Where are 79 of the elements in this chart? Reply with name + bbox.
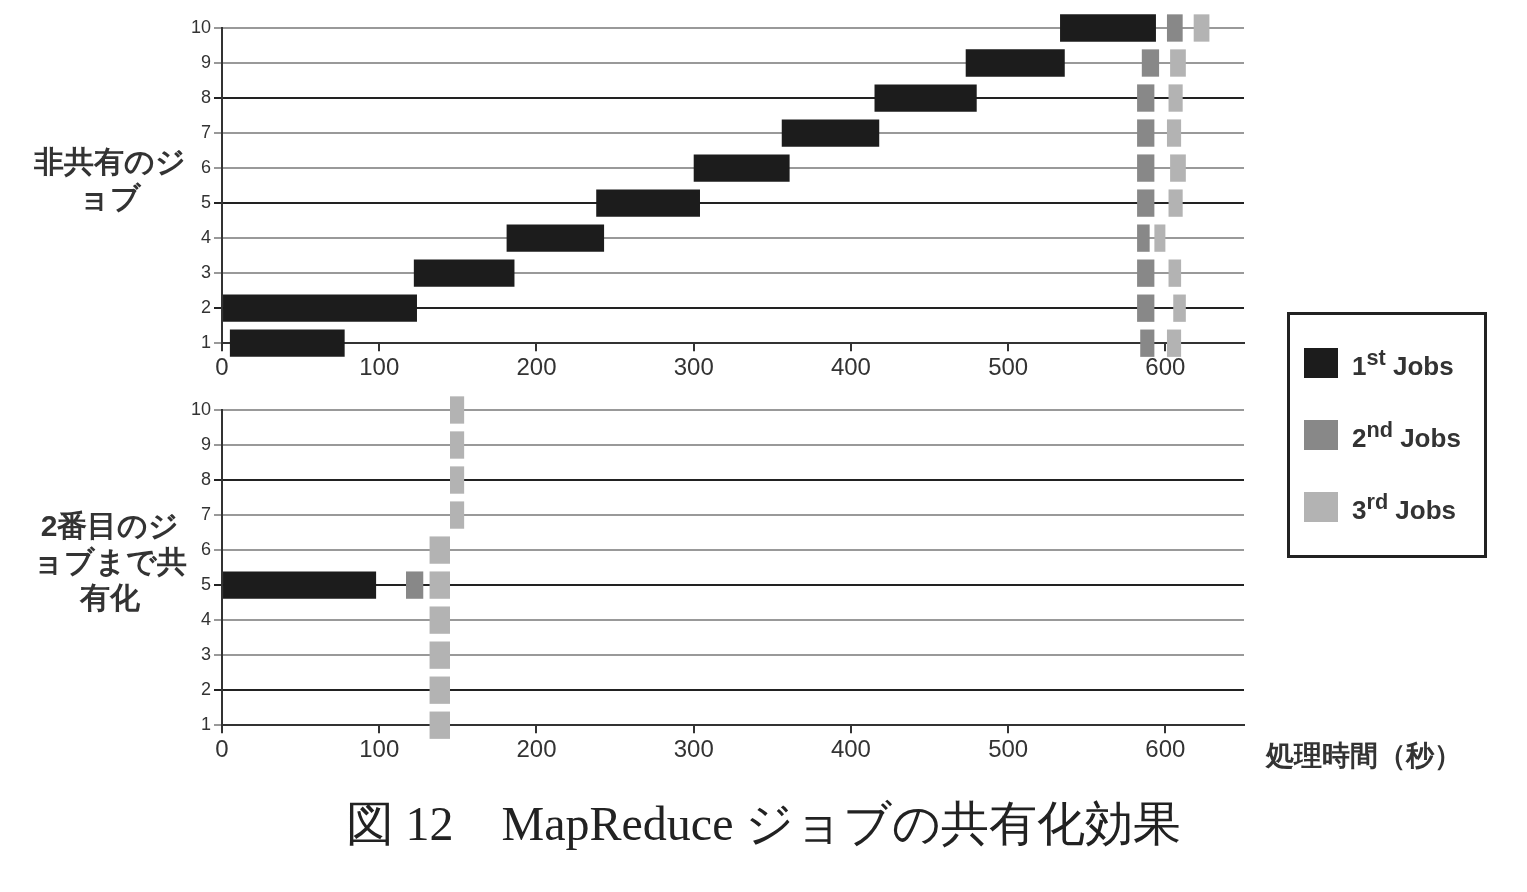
bar — [450, 501, 465, 529]
y-tick-label: 5 — [201, 574, 212, 595]
bar — [1168, 84, 1183, 112]
bar — [229, 329, 345, 357]
bar — [1060, 14, 1156, 42]
bar — [1154, 224, 1166, 252]
y-tick-label: 5 — [201, 192, 212, 213]
bar — [1141, 49, 1160, 77]
y-tick-label: 7 — [201, 504, 212, 525]
x-tick-label: 200 — [516, 735, 557, 763]
bar — [450, 396, 465, 424]
bar — [965, 49, 1065, 77]
y-tick-label: 9 — [201, 433, 212, 454]
bar — [429, 676, 450, 704]
bar — [1193, 14, 1210, 42]
bar — [1137, 224, 1150, 252]
y-tick-label: 1 — [201, 332, 212, 353]
x-tick-label: 200 — [516, 353, 557, 381]
bar — [1168, 189, 1183, 217]
bar — [450, 431, 465, 459]
x-tick-label: 100 — [359, 735, 400, 763]
x-tick-label: 0 — [215, 353, 229, 381]
x-tick-label: 300 — [673, 735, 714, 763]
bar — [1137, 259, 1155, 287]
x-tick-label: 100 — [359, 353, 400, 381]
y-tick-label: 1 — [201, 714, 212, 735]
y-tick-label: 8 — [201, 87, 212, 108]
caption: 図 12 MapReduce ジョブの共有化効果 — [344, 796, 1183, 852]
bar — [1137, 189, 1155, 217]
y-tick-label: 6 — [201, 157, 212, 178]
x-tick-label: 500 — [988, 353, 1029, 381]
bar — [1137, 294, 1155, 322]
bar — [1166, 14, 1183, 42]
bar — [1140, 329, 1155, 357]
y-tick-label: 7 — [201, 122, 212, 143]
bar — [429, 606, 450, 634]
y-axis-title: 非共有のジョブ — [33, 144, 187, 216]
bar — [450, 466, 465, 494]
legend-label: 2$^{nd}$ Jobs — [1352, 416, 1461, 454]
bar — [1166, 119, 1182, 147]
y-tick-label: 3 — [201, 262, 212, 283]
x-tick-label: 600 — [1145, 735, 1186, 763]
x-tick-label: 400 — [830, 735, 871, 763]
y-tick-label: 2 — [201, 679, 212, 700]
x-tick-label: 0 — [215, 735, 229, 763]
y-tick-label: 2 — [201, 297, 212, 318]
bar — [506, 224, 605, 252]
bar — [429, 536, 450, 564]
bar — [429, 641, 450, 669]
y-tick-label: 3 — [201, 644, 212, 665]
bar — [405, 571, 424, 599]
x-tick-label: 400 — [830, 353, 871, 381]
bar — [429, 571, 450, 599]
bar — [1170, 49, 1186, 77]
bar — [1166, 329, 1182, 357]
y-tick-label: 10 — [190, 16, 212, 37]
bar — [1168, 259, 1182, 287]
x-tick-label: 600 — [1145, 353, 1186, 381]
y-tick-label: 6 — [201, 539, 212, 560]
y-tick-label: 10 — [190, 398, 212, 419]
y-tick-label: 8 — [201, 469, 212, 490]
bar — [429, 711, 450, 739]
bar — [693, 154, 790, 182]
bar — [1137, 154, 1155, 182]
x-axis-title: 処理時間（秒） — [1266, 739, 1462, 773]
y-tick-label: 9 — [201, 51, 212, 72]
bar — [1170, 154, 1186, 182]
bar — [1137, 119, 1155, 147]
bar — [1173, 294, 1186, 322]
bar — [1137, 84, 1155, 112]
bar — [781, 119, 880, 147]
legend-label: 1$^{st}$ Jobs — [1352, 344, 1454, 382]
y-tick-label: 4 — [201, 609, 212, 630]
legend-label: 3$^{rd}$ Jobs — [1352, 488, 1457, 526]
y-tick-label: 4 — [201, 227, 212, 248]
x-tick-label: 500 — [988, 735, 1029, 763]
y-axis-title: 2番目のジョブまで共有化 — [33, 508, 187, 616]
x-tick-label: 300 — [673, 353, 714, 381]
bar — [413, 259, 515, 287]
